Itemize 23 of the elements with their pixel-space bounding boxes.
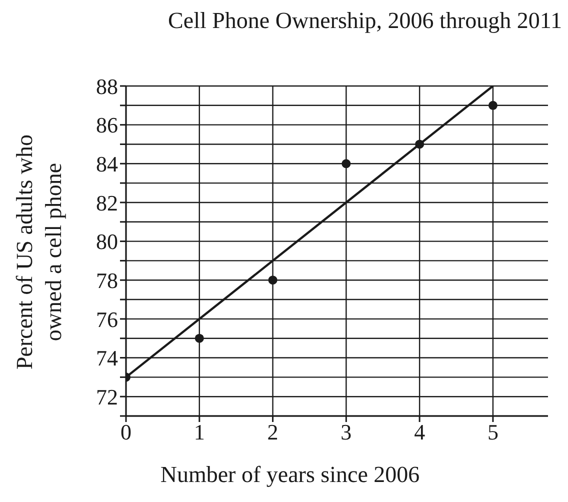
x-tick-label: 3 [340, 420, 352, 445]
chart-title: Cell Phone Ownership, 2006 through 2011 [168, 8, 562, 34]
y-tick-label: 86 [96, 112, 118, 138]
point [488, 100, 498, 110]
point [415, 140, 424, 149]
x-tick-label: 0 [120, 420, 132, 445]
y-tick-label: 80 [96, 229, 118, 254]
point [268, 276, 278, 285]
point [342, 159, 351, 168]
y-tick-label: 74 [96, 346, 118, 371]
x-tick-label: 1 [194, 420, 205, 445]
x-tick-label: 4 [414, 420, 426, 445]
x-axis-title: Number of years since 2006 [159, 462, 421, 488]
x-tick-label: 2 [267, 420, 278, 445]
y-axis-title: Percent of US adults who owned a cell phone [11, 133, 67, 372]
y-tick-label: 82 [96, 190, 118, 216]
y-tick-label: 72 [96, 384, 118, 410]
y-tick-label: 84 [96, 151, 118, 176]
point [194, 334, 204, 343]
y-tick-label: 76 [96, 306, 118, 332]
y-tick-label: 88 [96, 74, 118, 99]
y-tick-label: 78 [96, 268, 118, 293]
x-tick-label: 5 [487, 420, 498, 445]
